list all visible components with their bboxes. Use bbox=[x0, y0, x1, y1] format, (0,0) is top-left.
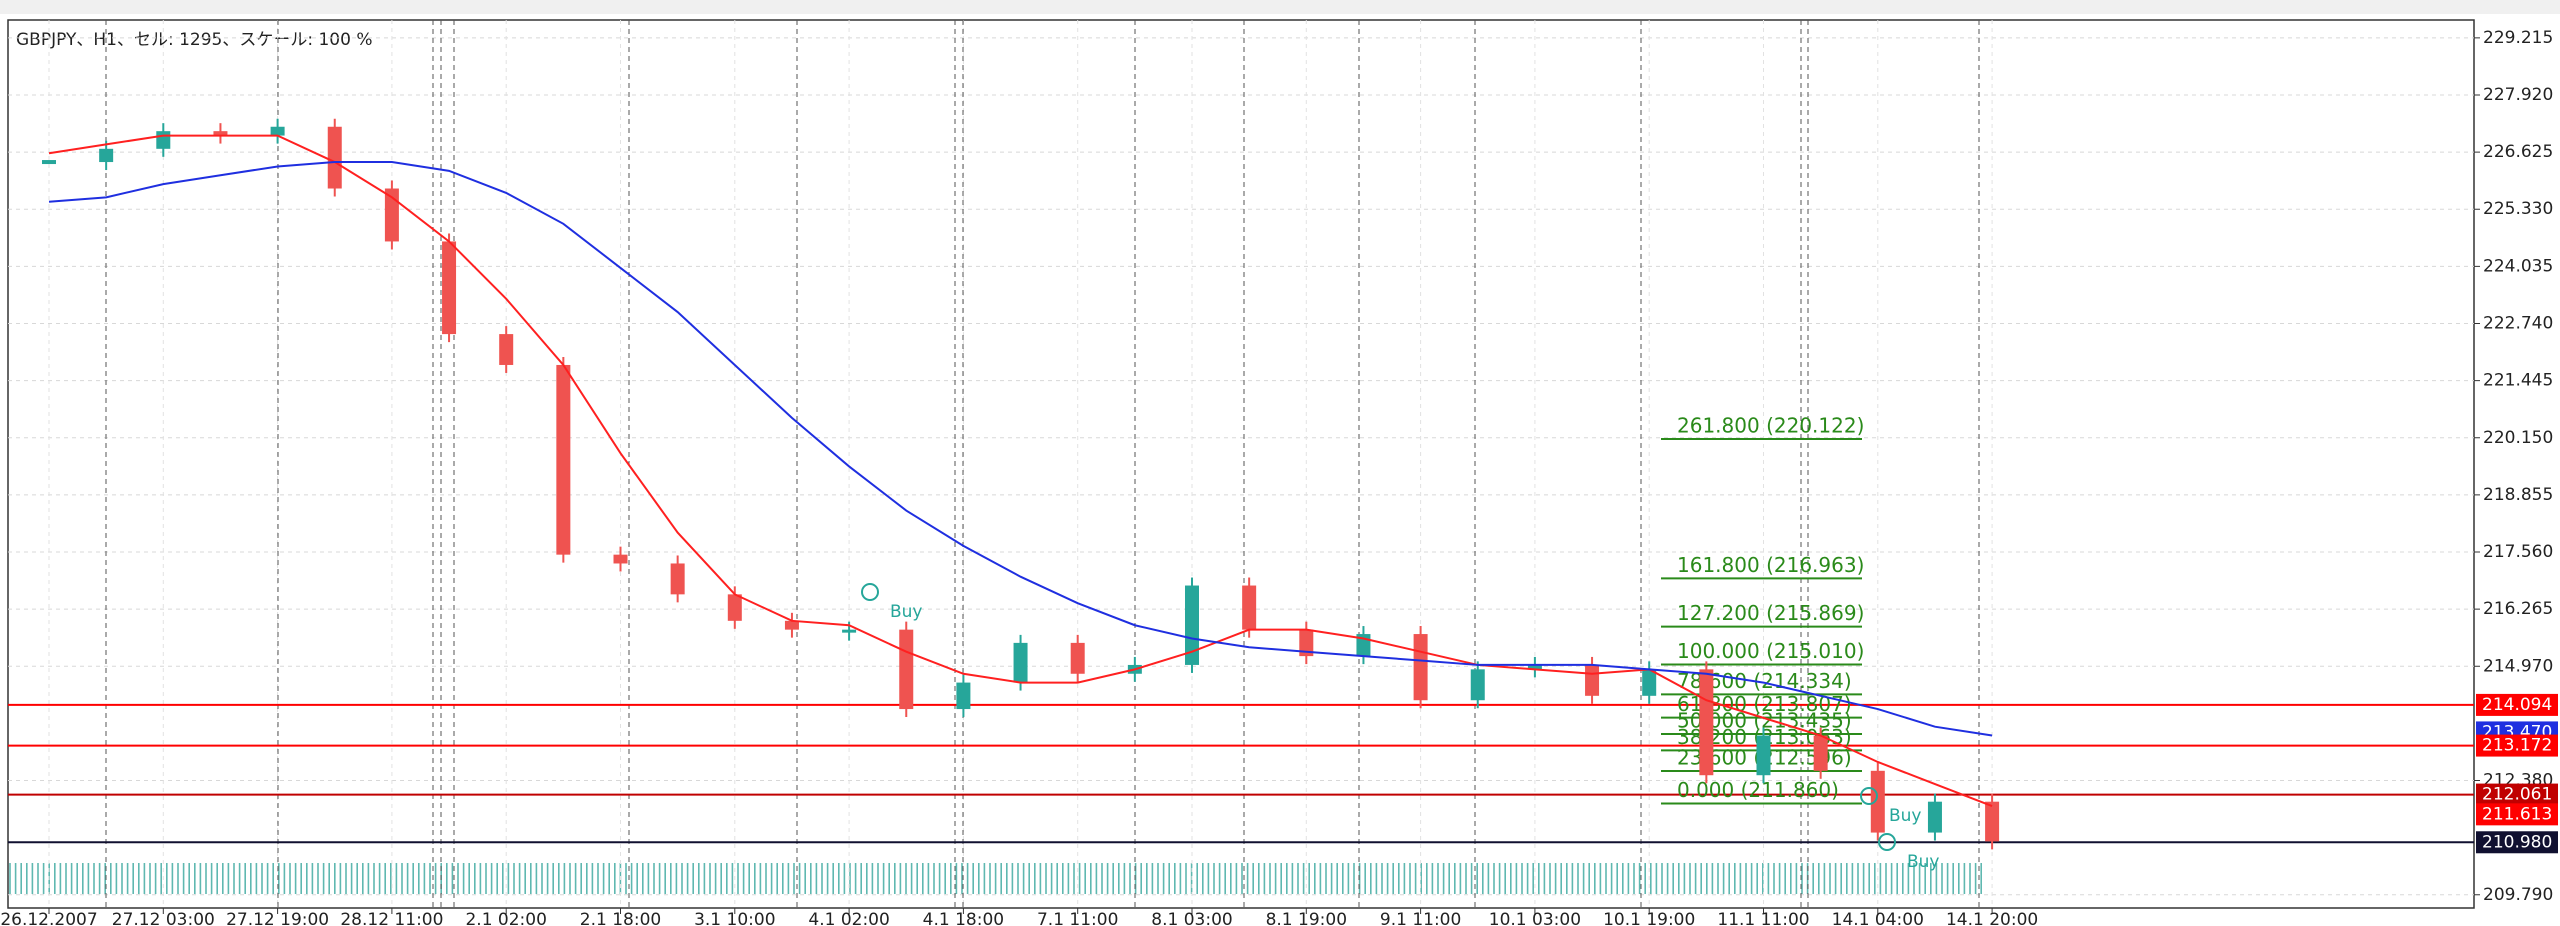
candle bbox=[1870, 770, 1885, 833]
price-label: 211.613 bbox=[2482, 804, 2552, 824]
candle bbox=[1070, 642, 1085, 674]
price-label: 212.061 bbox=[2482, 785, 2552, 805]
toolbar bbox=[0, 0, 2560, 14]
candle bbox=[1813, 735, 1828, 771]
y-tick-label: 229.215 bbox=[2483, 28, 2553, 48]
x-tick-label: 2.1 18:00 bbox=[580, 910, 661, 926]
price-label: 210.980 bbox=[2482, 832, 2552, 852]
x-tick-label: 7.1 11:00 bbox=[1037, 910, 1118, 926]
y-tick-label: 214.970 bbox=[2483, 656, 2553, 676]
price-label-box bbox=[2476, 831, 2558, 854]
price-label-box bbox=[2476, 803, 2558, 826]
candle bbox=[1927, 801, 1942, 833]
volume bbox=[9, 863, 1982, 894]
y-tick-label: 227.920 bbox=[2483, 85, 2553, 105]
y-tick-label: 217.560 bbox=[2483, 542, 2553, 562]
y-tick-label: 218.855 bbox=[2483, 485, 2553, 505]
candle bbox=[213, 131, 228, 136]
candle bbox=[1185, 585, 1199, 665]
plot-frame bbox=[7, 19, 2475, 909]
x-tick-label: 27.12 03:00 bbox=[112, 910, 215, 926]
x-tick-label: 28.12 11:00 bbox=[340, 910, 443, 926]
candle bbox=[1413, 634, 1428, 701]
x-tick-label: 14.1 20:00 bbox=[1946, 910, 2038, 926]
candle bbox=[384, 188, 399, 242]
candle bbox=[1985, 801, 2000, 842]
candle bbox=[1642, 669, 1657, 696]
x-tick-label: 9.1 11:00 bbox=[1380, 910, 1461, 926]
moving-average bbox=[48, 161, 1993, 737]
x-tick-label: 2.1 02:00 bbox=[465, 910, 546, 926]
x-tick-label: 4.1 18:00 bbox=[923, 910, 1004, 926]
x-tick-label: 8.1 03:00 bbox=[1151, 910, 1232, 926]
candle bbox=[270, 126, 285, 136]
signal-marker bbox=[1860, 787, 1878, 805]
moving-average bbox=[48, 134, 1993, 808]
x-tick-label: 10.1 19:00 bbox=[1603, 910, 1695, 926]
candle bbox=[1585, 664, 1600, 696]
candle bbox=[327, 126, 342, 189]
y-tick-label: 220.150 bbox=[2483, 428, 2553, 448]
x-tick-label: 27.12 19:00 bbox=[226, 910, 329, 926]
y-tick-label: 216.265 bbox=[2483, 599, 2553, 619]
candle bbox=[1470, 669, 1485, 701]
fib-label: 261.800 (220.122) bbox=[1677, 413, 1864, 437]
x-tick-label: 8.1 19:00 bbox=[1266, 910, 1347, 926]
candle bbox=[1299, 629, 1314, 657]
price-label: 213.172 bbox=[2482, 736, 2552, 756]
price-label: 214.094 bbox=[2482, 695, 2552, 715]
candle bbox=[842, 629, 857, 633]
price-label-box bbox=[2476, 734, 2558, 757]
candle bbox=[1699, 669, 1714, 776]
y-tick-label: 224.035 bbox=[2483, 256, 2553, 276]
y-tick-label: 226.625 bbox=[2483, 142, 2553, 162]
fib-label: 100.000 (215.010) bbox=[1677, 639, 1864, 663]
fib-label: 0.000 (211.860) bbox=[1677, 778, 1839, 802]
candle bbox=[670, 563, 685, 595]
fib-label: 161.800 (216.963) bbox=[1677, 553, 1864, 577]
x-tick-label: 14.1 04:00 bbox=[1832, 910, 1924, 926]
candle bbox=[727, 594, 742, 621]
signal-label: Buy bbox=[1907, 852, 1940, 872]
candle bbox=[499, 334, 514, 365]
price-label-box bbox=[2476, 783, 2558, 806]
candle bbox=[442, 241, 457, 335]
candle bbox=[899, 629, 914, 710]
candle bbox=[156, 131, 171, 149]
candle bbox=[1013, 642, 1028, 683]
candle bbox=[613, 554, 628, 564]
x-tick-label: 10.1 03:00 bbox=[1489, 910, 1581, 926]
candle bbox=[956, 682, 971, 710]
signal-label: Buy bbox=[1889, 806, 1922, 826]
y-tick-label: 222.740 bbox=[2483, 313, 2553, 333]
candle bbox=[1756, 735, 1771, 776]
signal-label: Buy bbox=[890, 602, 923, 622]
y-tick-label: 221.445 bbox=[2483, 371, 2553, 391]
chart-title: GBPJPY、H1、セル: 1295、スケール: 100 % bbox=[16, 30, 373, 50]
x-tick-label: 26.12.2007 bbox=[0, 910, 97, 926]
signal-marker bbox=[861, 583, 879, 601]
candle bbox=[99, 148, 114, 163]
x-tick-label: 4.1 02:00 bbox=[808, 910, 889, 926]
candle bbox=[1527, 664, 1542, 670]
x-tick-label: 11.1 11:00 bbox=[1717, 910, 1809, 926]
x-tick-label: 3.1 10:00 bbox=[694, 910, 775, 926]
y-tick-label: 209.790 bbox=[2483, 885, 2553, 905]
fib-label: 127.200 (215.869) bbox=[1677, 601, 1864, 625]
y-tick-label: 225.330 bbox=[2483, 199, 2553, 219]
price-label-box bbox=[2476, 693, 2558, 716]
candle bbox=[42, 160, 56, 165]
candle bbox=[556, 364, 571, 555]
candle bbox=[784, 620, 799, 630]
candle bbox=[1242, 585, 1257, 630]
signal-marker bbox=[1878, 833, 1896, 851]
